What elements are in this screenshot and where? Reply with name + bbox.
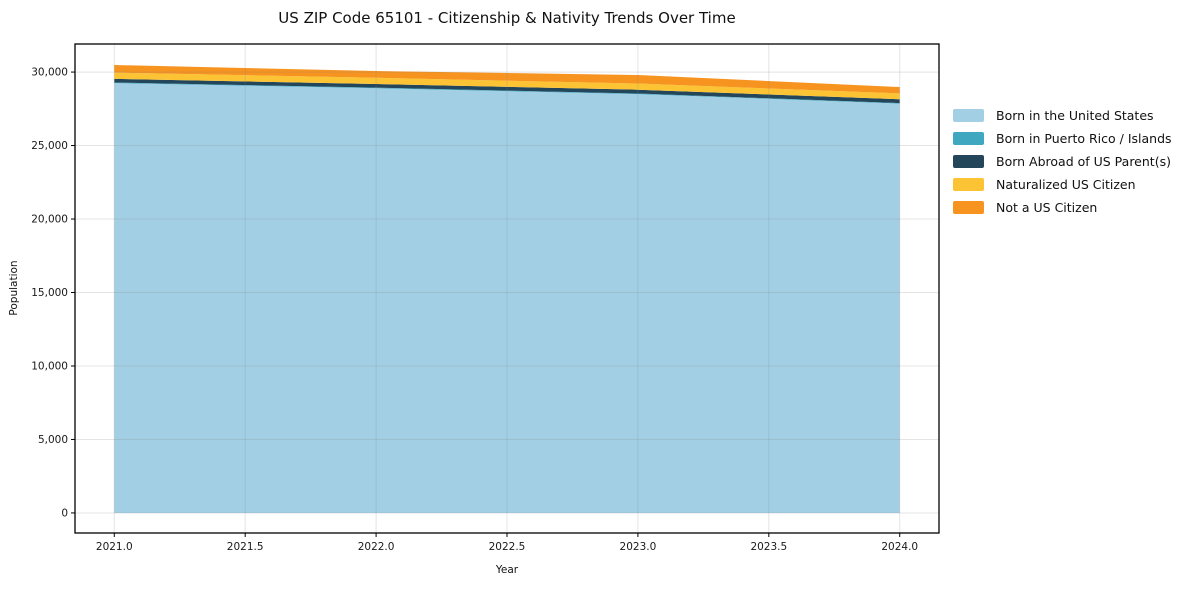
legend-item: Not a US Citizen <box>953 196 1172 219</box>
x-tick-label: 2023.5 <box>750 541 787 553</box>
y-tick-label: 25,000 <box>31 140 68 152</box>
x-tick-label: 2023.0 <box>620 541 657 553</box>
chart-title: US ZIP Code 65101 - Citizenship & Nativi… <box>278 9 736 27</box>
y-axis-label: Population <box>8 260 20 316</box>
legend-swatch-not-citizen <box>953 201 984 214</box>
y-tick-label: 5,000 <box>38 434 68 446</box>
area-series-2 <box>114 78 900 104</box>
x-tick-label: 2021.5 <box>227 541 264 553</box>
legend: Born in the United States Born in Puerto… <box>953 104 1172 219</box>
legend-label-not-citizen: Not a US Citizen <box>996 200 1098 215</box>
area-series-1 <box>114 82 900 104</box>
y-tick-label: 15,000 <box>31 287 68 299</box>
legend-swatch-born-in-puerto-rico <box>953 132 984 145</box>
x-tick-label: 2022.0 <box>358 541 395 553</box>
y-tick-label: 0 <box>61 507 68 519</box>
x-tick-label: 2022.5 <box>489 541 526 553</box>
legend-label-born-in-puerto-rico: Born in Puerto Rico / Islands <box>996 131 1172 146</box>
legend-swatch-naturalized <box>953 178 984 191</box>
area-series-3 <box>114 72 900 100</box>
legend-item: Born in Puerto Rico / Islands <box>953 127 1172 150</box>
x-axis-label: Year <box>495 564 519 576</box>
y-tick-label: 20,000 <box>31 214 68 226</box>
legend-label-naturalized: Naturalized US Citizen <box>996 177 1136 192</box>
legend-item: Naturalized US Citizen <box>953 173 1172 196</box>
legend-item: Born Abroad of US Parent(s) <box>953 150 1172 173</box>
legend-swatch-born-in-us <box>953 109 984 122</box>
area-series-0 <box>114 83 900 513</box>
x-tick-label: 2024.0 <box>881 541 918 553</box>
y-tick-label: 10,000 <box>31 360 68 372</box>
legend-label-born-in-us: Born in the United States <box>996 108 1154 123</box>
legend-item: Born in the United States <box>953 104 1172 127</box>
x-tick-label: 2021.0 <box>96 541 133 553</box>
legend-label-born-abroad: Born Abroad of US Parent(s) <box>996 154 1171 169</box>
y-tick-label: 30,000 <box>31 67 68 79</box>
legend-swatch-born-abroad <box>953 155 984 168</box>
area-series-4 <box>114 65 900 94</box>
